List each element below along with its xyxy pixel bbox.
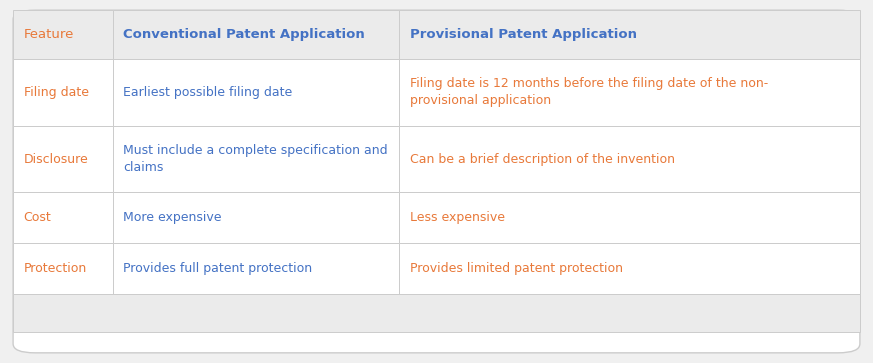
Text: Provisional Patent Application: Provisional Patent Application — [409, 28, 636, 41]
Bar — [399, 10, 860, 59]
Bar — [399, 126, 860, 192]
Bar — [113, 126, 399, 192]
Bar — [113, 10, 399, 59]
Text: Conventional Patent Application: Conventional Patent Application — [123, 28, 365, 41]
Text: Filing date is 12 months before the filing date of the non-
provisional applicat: Filing date is 12 months before the fili… — [409, 77, 768, 107]
Text: Earliest possible filing date: Earliest possible filing date — [123, 86, 292, 99]
Bar — [113, 59, 399, 126]
Bar — [13, 294, 860, 332]
Text: Protection: Protection — [24, 262, 86, 275]
Text: Disclosure: Disclosure — [24, 152, 88, 166]
Bar — [113, 192, 399, 243]
Bar — [399, 59, 860, 126]
Bar — [13, 243, 113, 294]
Bar — [13, 10, 113, 59]
Text: Must include a complete specification and
claims: Must include a complete specification an… — [123, 144, 388, 174]
Bar — [113, 243, 399, 294]
Text: Provides limited patent protection: Provides limited patent protection — [409, 262, 622, 275]
Bar — [13, 59, 113, 126]
Text: More expensive: More expensive — [123, 211, 222, 224]
FancyBboxPatch shape — [13, 10, 860, 353]
Text: Less expensive: Less expensive — [409, 211, 505, 224]
Text: Feature: Feature — [24, 28, 74, 41]
Text: Can be a brief description of the invention: Can be a brief description of the invent… — [409, 152, 675, 166]
Text: Filing date: Filing date — [24, 86, 88, 99]
Bar — [399, 243, 860, 294]
Bar — [13, 192, 113, 243]
Bar — [13, 126, 113, 192]
Bar — [399, 192, 860, 243]
Text: Cost: Cost — [24, 211, 52, 224]
Text: Provides full patent protection: Provides full patent protection — [123, 262, 313, 275]
